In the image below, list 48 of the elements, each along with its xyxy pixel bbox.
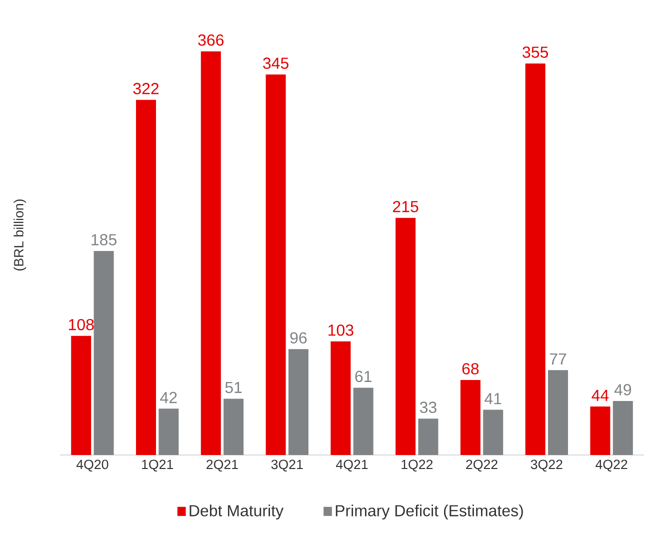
legend-label: Primary Deficit (Estimates) (336, 504, 523, 520)
bar (460, 380, 480, 455)
x-tick-label: 1Q21 (142, 460, 174, 472)
data-label: 61 (355, 370, 372, 382)
data-label: 77 (550, 353, 566, 364)
bar (330, 341, 351, 455)
data-label: 355 (522, 46, 548, 58)
data-label: 49 (614, 384, 632, 396)
bar (548, 370, 568, 455)
bar (483, 410, 504, 455)
data-label: 103 (328, 324, 354, 336)
x-tick-label: 3Q22 (530, 460, 562, 472)
bar (612, 400, 633, 455)
bar (136, 100, 156, 455)
legend-label: Debt Maturity (190, 504, 284, 520)
data-label: 185 (92, 234, 116, 246)
bar (71, 336, 92, 455)
data-label: 366 (198, 34, 224, 46)
x-tick-label: 2Q21 (206, 460, 238, 472)
bar (418, 418, 438, 455)
data-label: 68 (462, 363, 479, 374)
bar (590, 406, 610, 455)
x-tick-label: 3Q21 (271, 460, 303, 472)
data-label: 41 (484, 393, 502, 404)
bar (94, 250, 114, 455)
bar (266, 74, 286, 455)
x-tick-label: 4Q21 (336, 460, 368, 472)
y-axis-title: (BRL billion) (14, 200, 26, 270)
bar (224, 398, 244, 455)
bar (288, 349, 308, 455)
x-tick-label: 4Q22 (596, 460, 628, 472)
bar (200, 51, 221, 455)
data-label: 108 (68, 318, 94, 330)
x-tick-label: 1Q22 (402, 460, 433, 472)
data-label: 51 (225, 382, 242, 394)
data-label: 96 (290, 332, 307, 344)
bar (353, 388, 374, 455)
x-tick-label: 4Q20 (76, 460, 108, 472)
data-label: 345 (263, 58, 288, 69)
bar (396, 218, 416, 455)
data-label: 215 (393, 200, 418, 212)
bar (158, 408, 179, 455)
data-label: 42 (160, 392, 177, 404)
data-label: 322 (133, 82, 159, 94)
bar (525, 63, 546, 455)
x-tick-label: 2Q22 (466, 460, 498, 472)
data-label: 33 (420, 402, 436, 413)
data-label: 44 (592, 390, 609, 401)
